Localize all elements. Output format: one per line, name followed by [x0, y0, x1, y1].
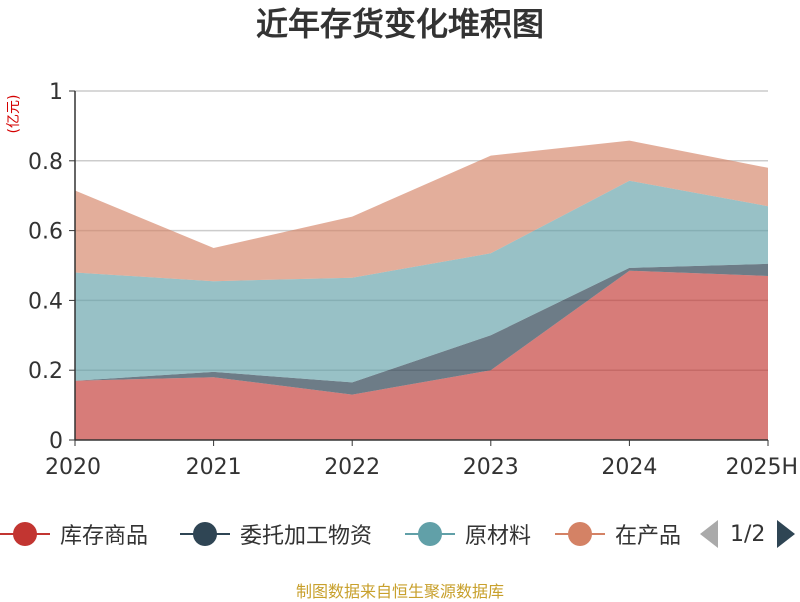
x-tick-label: 2020 — [45, 455, 101, 480]
legend-next-page-button[interactable] — [777, 520, 796, 548]
legend-label: 原材料 — [465, 524, 532, 549]
legend-item[interactable]: 库存商品 — [0, 512, 148, 556]
legend-marker-icon — [0, 521, 50, 547]
legend-page-indicator: 1/2 — [730, 521, 766, 547]
area-series-3[interactable] — [75, 140, 768, 282]
legend-marker-icon — [180, 521, 230, 547]
y-tick-label: 0 — [49, 429, 63, 454]
x-tick-label: 2024 — [601, 455, 657, 480]
area-series-0[interactable] — [75, 270, 768, 440]
x-tick-label: 2025H — [725, 455, 798, 480]
y-tick-label: 1 — [49, 80, 63, 105]
source-note: 制图数据来自恒生聚源数据库 — [295, 582, 504, 601]
legend-marker-icon — [405, 521, 455, 547]
legend-label: 在产品 — [615, 524, 682, 549]
x-tick-label: 2021 — [186, 455, 242, 480]
y-tick-label: 0.8 — [28, 150, 63, 175]
area-series-1[interactable] — [75, 263, 768, 395]
legend-item[interactable]: 原材料 — [405, 512, 531, 556]
legend-marker-icon — [555, 521, 605, 547]
x-tick-label: 2023 — [463, 455, 519, 480]
legend-label: 委托加工物资 — [240, 524, 373, 549]
y-tick-label: 0.4 — [28, 289, 63, 314]
y-tick-label: 0.6 — [28, 220, 63, 245]
area-series-2[interactable] — [75, 180, 768, 383]
y-axis-label: (亿元) — [6, 95, 22, 134]
legend-item[interactable]: 在产品 — [555, 512, 683, 556]
chart-title: 近年存货变化堆积图 — [255, 5, 544, 43]
x-tick-label: 2022 — [324, 455, 380, 480]
legend-item[interactable]: 委托加工物资 — [180, 512, 372, 556]
legend-pager[interactable]: 1/2 — [700, 512, 796, 556]
legend: 库存商品 委托加工物资 原材料 在产品 1/2 — [0, 512, 800, 556]
legend-label: 库存商品 — [60, 524, 149, 549]
legend-prev-page-button[interactable] — [700, 520, 718, 548]
y-tick-label: 0.2 — [28, 359, 63, 384]
